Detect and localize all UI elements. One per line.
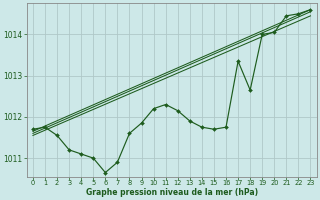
X-axis label: Graphe pression niveau de la mer (hPa): Graphe pression niveau de la mer (hPa) bbox=[86, 188, 258, 197]
